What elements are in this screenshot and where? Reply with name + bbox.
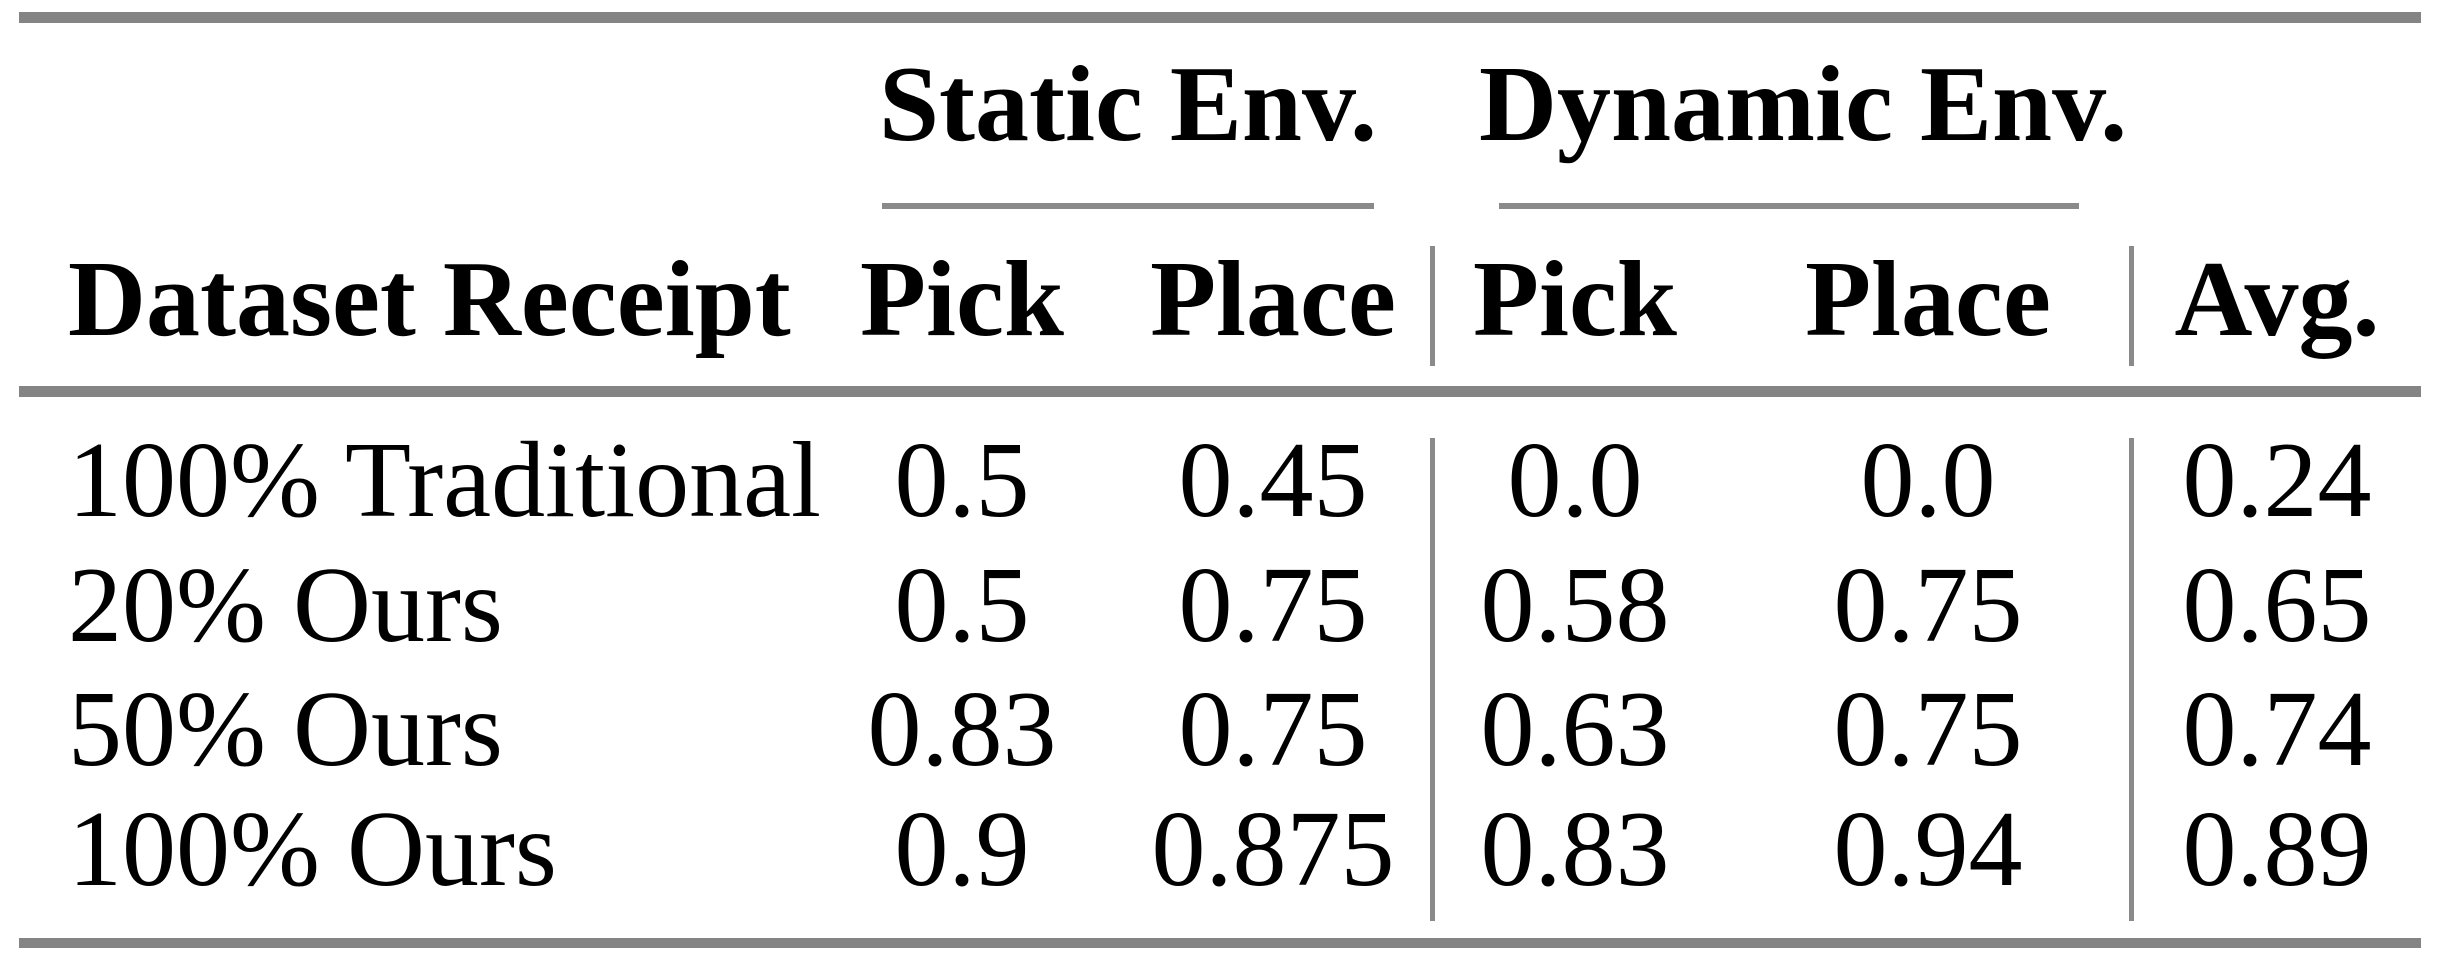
column-header-row: Dataset Receipt Pick Place Pick Place Av… (0, 245, 2440, 355)
cell-dynamic-pick: 0.0 (1507, 421, 1643, 540)
column-header-dynamic-pick: Pick (1473, 240, 1677, 359)
cell-avg: 0.89 (2182, 790, 2372, 909)
top-rule (19, 12, 2421, 23)
header-divider-dynamic-avg (2129, 246, 2134, 366)
column-header-dynamic-place: Place (1805, 240, 2051, 359)
cell-static-place: 0.45 (1178, 421, 1368, 540)
table-row: 100% Traditional 0.5 0.45 0.0 0.0 0.24 (0, 426, 2440, 536)
body-divider-dynamic-avg (2129, 438, 2134, 921)
column-header-static-place: Place (1150, 240, 1396, 359)
cell-avg: 0.65 (2182, 546, 2372, 665)
table-row: 100% Ours 0.9 0.875 0.83 0.94 0.89 (0, 795, 2440, 905)
cell-static-pick: 0.9 (894, 790, 1030, 909)
cell-avg: 0.74 (2182, 670, 2372, 789)
cell-avg: 0.24 (2182, 421, 2372, 540)
column-header-avg: Avg. (2174, 240, 2380, 359)
cell-dynamic-pick: 0.58 (1480, 546, 1670, 665)
body-divider-static-dynamic (1430, 438, 1435, 921)
table-row: 50% Ours 0.83 0.75 0.63 0.75 0.74 (0, 675, 2440, 785)
cell-static-place: 0.875 (1151, 790, 1395, 909)
cell-dynamic-place: 0.0 (1860, 421, 1996, 540)
cell-static-pick: 0.83 (867, 670, 1057, 789)
column-header-static-pick: Pick (860, 240, 1064, 359)
cell-static-pick: 0.5 (894, 421, 1030, 540)
cell-dynamic-place: 0.75 (1833, 670, 2023, 789)
bottom-rule (19, 938, 2421, 948)
cell-static-place: 0.75 (1178, 546, 1368, 665)
group-header-static-env: Static Env. (878, 45, 1378, 164)
header-divider-static-dynamic (1430, 246, 1435, 366)
row-label: 100% Ours (68, 790, 557, 909)
row-label: 20% Ours (68, 546, 503, 665)
table-row: 20% Ours 0.5 0.75 0.58 0.75 0.65 (0, 551, 2440, 661)
cmidrule-dynamic (1499, 203, 2079, 209)
cell-dynamic-place: 0.75 (1833, 546, 2023, 665)
row-label: 100% Traditional (68, 421, 822, 540)
cell-dynamic-place: 0.94 (1833, 790, 2023, 909)
cmidrule-static (882, 203, 1374, 209)
group-header-dynamic-env: Dynamic Env. (1479, 45, 2128, 164)
cell-dynamic-pick: 0.63 (1480, 670, 1670, 789)
cell-static-pick: 0.5 (894, 546, 1030, 665)
row-label: 50% Ours (68, 670, 503, 789)
mid-rule (19, 386, 2421, 397)
cell-dynamic-pick: 0.83 (1480, 790, 1670, 909)
cell-static-place: 0.75 (1178, 670, 1368, 789)
column-header-dataset-receipt: Dataset Receipt (68, 240, 791, 359)
